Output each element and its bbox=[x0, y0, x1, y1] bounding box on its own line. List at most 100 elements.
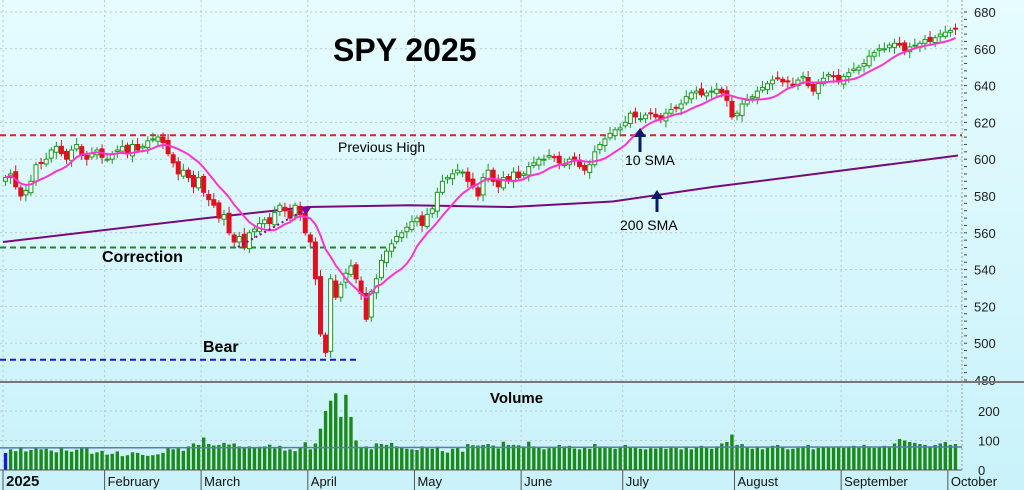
candle-up bbox=[709, 90, 715, 93]
candle-down bbox=[18, 187, 24, 197]
volume-bar bbox=[212, 445, 216, 470]
volume-bar bbox=[684, 446, 688, 470]
volume-bar bbox=[308, 449, 313, 470]
candle-down bbox=[317, 276, 323, 335]
volume-bar bbox=[49, 450, 53, 470]
volume-bar bbox=[867, 446, 871, 470]
volume-bar bbox=[181, 450, 186, 470]
volume-bar bbox=[273, 448, 277, 470]
volume-bar bbox=[227, 444, 231, 470]
candle-up bbox=[43, 158, 49, 165]
volume-bar bbox=[313, 443, 318, 470]
month-label: April bbox=[311, 474, 337, 489]
volume-bar bbox=[628, 447, 633, 470]
volume-bar bbox=[349, 416, 353, 470]
candle-down bbox=[282, 206, 288, 212]
candle-up bbox=[932, 37, 938, 44]
y-tick-label: 500 bbox=[974, 336, 996, 351]
y-tick-label: 640 bbox=[974, 79, 996, 94]
volume-bar bbox=[334, 393, 338, 470]
candle-up bbox=[196, 177, 202, 189]
candle-down bbox=[632, 111, 638, 118]
y-tick-label: 680 bbox=[974, 5, 996, 20]
volume-bar bbox=[811, 449, 815, 470]
volume-bar bbox=[572, 448, 577, 470]
candle-up bbox=[638, 118, 644, 121]
volume-bar bbox=[481, 444, 485, 470]
volume-bar bbox=[943, 441, 948, 470]
candle-up bbox=[119, 145, 125, 152]
candle-up bbox=[602, 138, 608, 147]
candle-up bbox=[485, 169, 491, 181]
volume-bar bbox=[161, 452, 165, 470]
volume-bar bbox=[689, 449, 694, 470]
candle-down bbox=[582, 164, 588, 171]
candle-up bbox=[53, 145, 59, 153]
candle-up bbox=[881, 48, 887, 51]
volume-bar bbox=[567, 445, 572, 470]
sma200-label: 200 SMA bbox=[620, 217, 678, 233]
candle-up bbox=[460, 171, 466, 174]
candle-up bbox=[526, 166, 532, 176]
volume-bar bbox=[298, 446, 302, 470]
month-label: August bbox=[737, 474, 778, 489]
volume-bar bbox=[654, 448, 658, 470]
volume-bar bbox=[471, 445, 475, 470]
volume-bar bbox=[821, 446, 826, 470]
candle-up bbox=[439, 180, 445, 193]
volume-bar bbox=[542, 449, 546, 470]
candle-up bbox=[856, 66, 862, 71]
volume-bar bbox=[948, 444, 953, 470]
volume-bar bbox=[765, 447, 770, 470]
y-tick-label: 520 bbox=[974, 299, 996, 314]
volume-bar bbox=[237, 446, 241, 470]
trendline-arrowhead bbox=[300, 206, 312, 215]
volume-bar bbox=[908, 441, 912, 470]
candle-down bbox=[307, 234, 313, 243]
candle-up bbox=[739, 103, 745, 116]
candle-down bbox=[226, 212, 232, 234]
volume-bar bbox=[171, 449, 175, 470]
candle-up bbox=[815, 83, 821, 94]
volume-bar bbox=[704, 447, 709, 470]
volume-bar bbox=[786, 449, 790, 470]
candle-up bbox=[114, 149, 120, 152]
volume-bar bbox=[847, 446, 851, 470]
volume-bar bbox=[278, 445, 282, 470]
volume-bar bbox=[887, 446, 892, 470]
candle-up bbox=[338, 283, 344, 298]
y-tick-label: 580 bbox=[974, 189, 996, 204]
volume-bar bbox=[496, 448, 500, 470]
candle-up bbox=[714, 88, 720, 94]
candle-up bbox=[597, 143, 603, 151]
y-tick-label: 560 bbox=[974, 226, 996, 241]
volume-bar bbox=[537, 447, 541, 470]
volume-bar bbox=[521, 446, 526, 470]
candle-down bbox=[231, 234, 237, 243]
candle-down bbox=[571, 156, 577, 160]
candle-down bbox=[556, 155, 562, 164]
volume-tick-label: 200 bbox=[978, 404, 1000, 419]
volume-bar bbox=[252, 447, 257, 470]
candle-up bbox=[825, 74, 831, 77]
volume-bar bbox=[598, 446, 602, 470]
candle-up bbox=[429, 208, 435, 214]
volume-bar bbox=[745, 446, 749, 470]
volume-bar bbox=[897, 439, 902, 470]
volume-bar bbox=[191, 443, 196, 470]
volume-bar bbox=[857, 446, 861, 470]
trendline bbox=[237, 207, 309, 248]
volume-bar bbox=[389, 442, 394, 470]
volume-bar bbox=[816, 447, 821, 470]
volume-tick-label: 0 bbox=[978, 463, 985, 478]
candle-up bbox=[704, 92, 710, 97]
volume-bar bbox=[44, 448, 48, 470]
candle-up bbox=[770, 79, 776, 85]
candle-up bbox=[450, 173, 456, 180]
candle-up bbox=[69, 149, 75, 161]
volume-bar bbox=[339, 416, 343, 470]
candle-up bbox=[734, 112, 740, 117]
volume-bar bbox=[420, 446, 424, 470]
